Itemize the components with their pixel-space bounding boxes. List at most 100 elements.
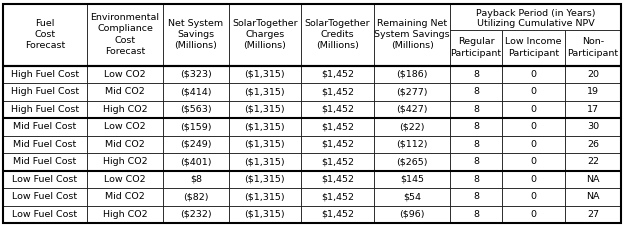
Bar	[502, 171, 565, 188]
Text: Low CO2: Low CO2	[104, 122, 146, 131]
Bar	[451, 4, 621, 29]
Bar	[3, 83, 87, 101]
Text: ($277): ($277)	[396, 87, 428, 96]
Bar	[228, 83, 301, 101]
Text: Mid CO2: Mid CO2	[105, 140, 145, 149]
Text: 0: 0	[530, 210, 537, 219]
Bar	[502, 83, 565, 101]
Text: ($1,315): ($1,315)	[245, 140, 285, 149]
Text: ($427): ($427)	[396, 105, 428, 114]
Text: Regular
Participant: Regular Participant	[451, 38, 502, 58]
Text: Non-
Participant: Non- Participant	[567, 38, 618, 58]
Bar	[301, 188, 374, 205]
Bar	[87, 83, 163, 101]
Text: 8: 8	[473, 122, 479, 131]
Bar	[87, 4, 163, 65]
Text: ($323): ($323)	[180, 70, 212, 79]
Bar	[301, 153, 374, 171]
Bar	[3, 101, 87, 118]
Text: 0: 0	[530, 157, 537, 166]
Bar	[301, 171, 374, 188]
Bar	[451, 29, 502, 65]
Bar	[565, 205, 621, 223]
Text: $1,452: $1,452	[321, 122, 354, 131]
Text: ($265): ($265)	[396, 157, 428, 166]
Bar	[87, 135, 163, 153]
Text: ($22): ($22)	[399, 122, 425, 131]
Text: Mid CO2: Mid CO2	[105, 87, 145, 96]
Bar	[565, 171, 621, 188]
Bar	[451, 153, 502, 171]
Text: 27: 27	[587, 210, 599, 219]
Bar	[163, 205, 228, 223]
Text: Low CO2: Low CO2	[104, 70, 146, 79]
Text: $1,452: $1,452	[321, 210, 354, 219]
Text: Remaining Net
System Savings
(Millions): Remaining Net System Savings (Millions)	[374, 19, 450, 50]
Text: High Fuel Cost: High Fuel Cost	[11, 87, 79, 96]
Text: SolarTogether
Charges
(Millions): SolarTogether Charges (Millions)	[232, 19, 298, 50]
Bar	[451, 171, 502, 188]
Bar	[502, 118, 565, 135]
Text: Mid Fuel Cost: Mid Fuel Cost	[13, 157, 77, 166]
Bar	[374, 101, 451, 118]
Bar	[228, 101, 301, 118]
Text: ($1,315): ($1,315)	[245, 175, 285, 184]
Text: Mid CO2: Mid CO2	[105, 192, 145, 201]
Text: ($82): ($82)	[183, 192, 208, 201]
Bar	[502, 29, 565, 65]
Bar	[228, 65, 301, 83]
Bar	[565, 153, 621, 171]
Text: $1,452: $1,452	[321, 140, 354, 149]
Text: High Fuel Cost: High Fuel Cost	[11, 70, 79, 79]
Bar	[163, 83, 228, 101]
Text: $1,452: $1,452	[321, 87, 354, 96]
Text: 26: 26	[587, 140, 599, 149]
Bar	[565, 83, 621, 101]
Text: $145: $145	[400, 175, 424, 184]
Text: 17: 17	[587, 105, 599, 114]
Text: 8: 8	[473, 105, 479, 114]
Bar	[301, 4, 374, 65]
Bar	[163, 65, 228, 83]
Bar	[374, 188, 451, 205]
Text: 8: 8	[473, 140, 479, 149]
Bar	[374, 135, 451, 153]
Bar	[3, 118, 87, 135]
Text: Low Income
Participant: Low Income Participant	[505, 38, 562, 58]
Text: Low CO2: Low CO2	[104, 175, 146, 184]
Text: Fuel
Cost
Forecast: Fuel Cost Forecast	[25, 19, 65, 50]
Bar	[374, 153, 451, 171]
Text: High CO2: High CO2	[103, 157, 147, 166]
Bar	[228, 188, 301, 205]
Bar	[374, 4, 451, 65]
Text: 19: 19	[587, 87, 599, 96]
Text: 8: 8	[473, 70, 479, 79]
Bar	[3, 4, 87, 65]
Bar	[163, 171, 228, 188]
Text: ($414): ($414)	[180, 87, 212, 96]
Text: NA: NA	[587, 192, 600, 201]
Bar	[301, 135, 374, 153]
Text: $1,452: $1,452	[321, 175, 354, 184]
Bar	[451, 118, 502, 135]
Text: ($563): ($563)	[180, 105, 212, 114]
Text: ($1,315): ($1,315)	[245, 87, 285, 96]
Text: ($1,315): ($1,315)	[245, 70, 285, 79]
Bar	[87, 65, 163, 83]
Text: NA: NA	[587, 175, 600, 184]
Text: 8: 8	[473, 175, 479, 184]
Text: 0: 0	[530, 105, 537, 114]
Bar	[163, 188, 228, 205]
Bar	[228, 153, 301, 171]
Text: ($159): ($159)	[180, 122, 212, 131]
Text: 8: 8	[473, 87, 479, 96]
Text: Utilizing Cumulative NPV: Utilizing Cumulative NPV	[477, 18, 595, 27]
Bar	[3, 135, 87, 153]
Text: High CO2: High CO2	[103, 210, 147, 219]
Bar	[451, 135, 502, 153]
Text: 20: 20	[587, 70, 599, 79]
Bar	[565, 135, 621, 153]
Text: Low Fuel Cost: Low Fuel Cost	[12, 175, 77, 184]
Text: 8: 8	[473, 157, 479, 166]
Text: 0: 0	[530, 175, 537, 184]
